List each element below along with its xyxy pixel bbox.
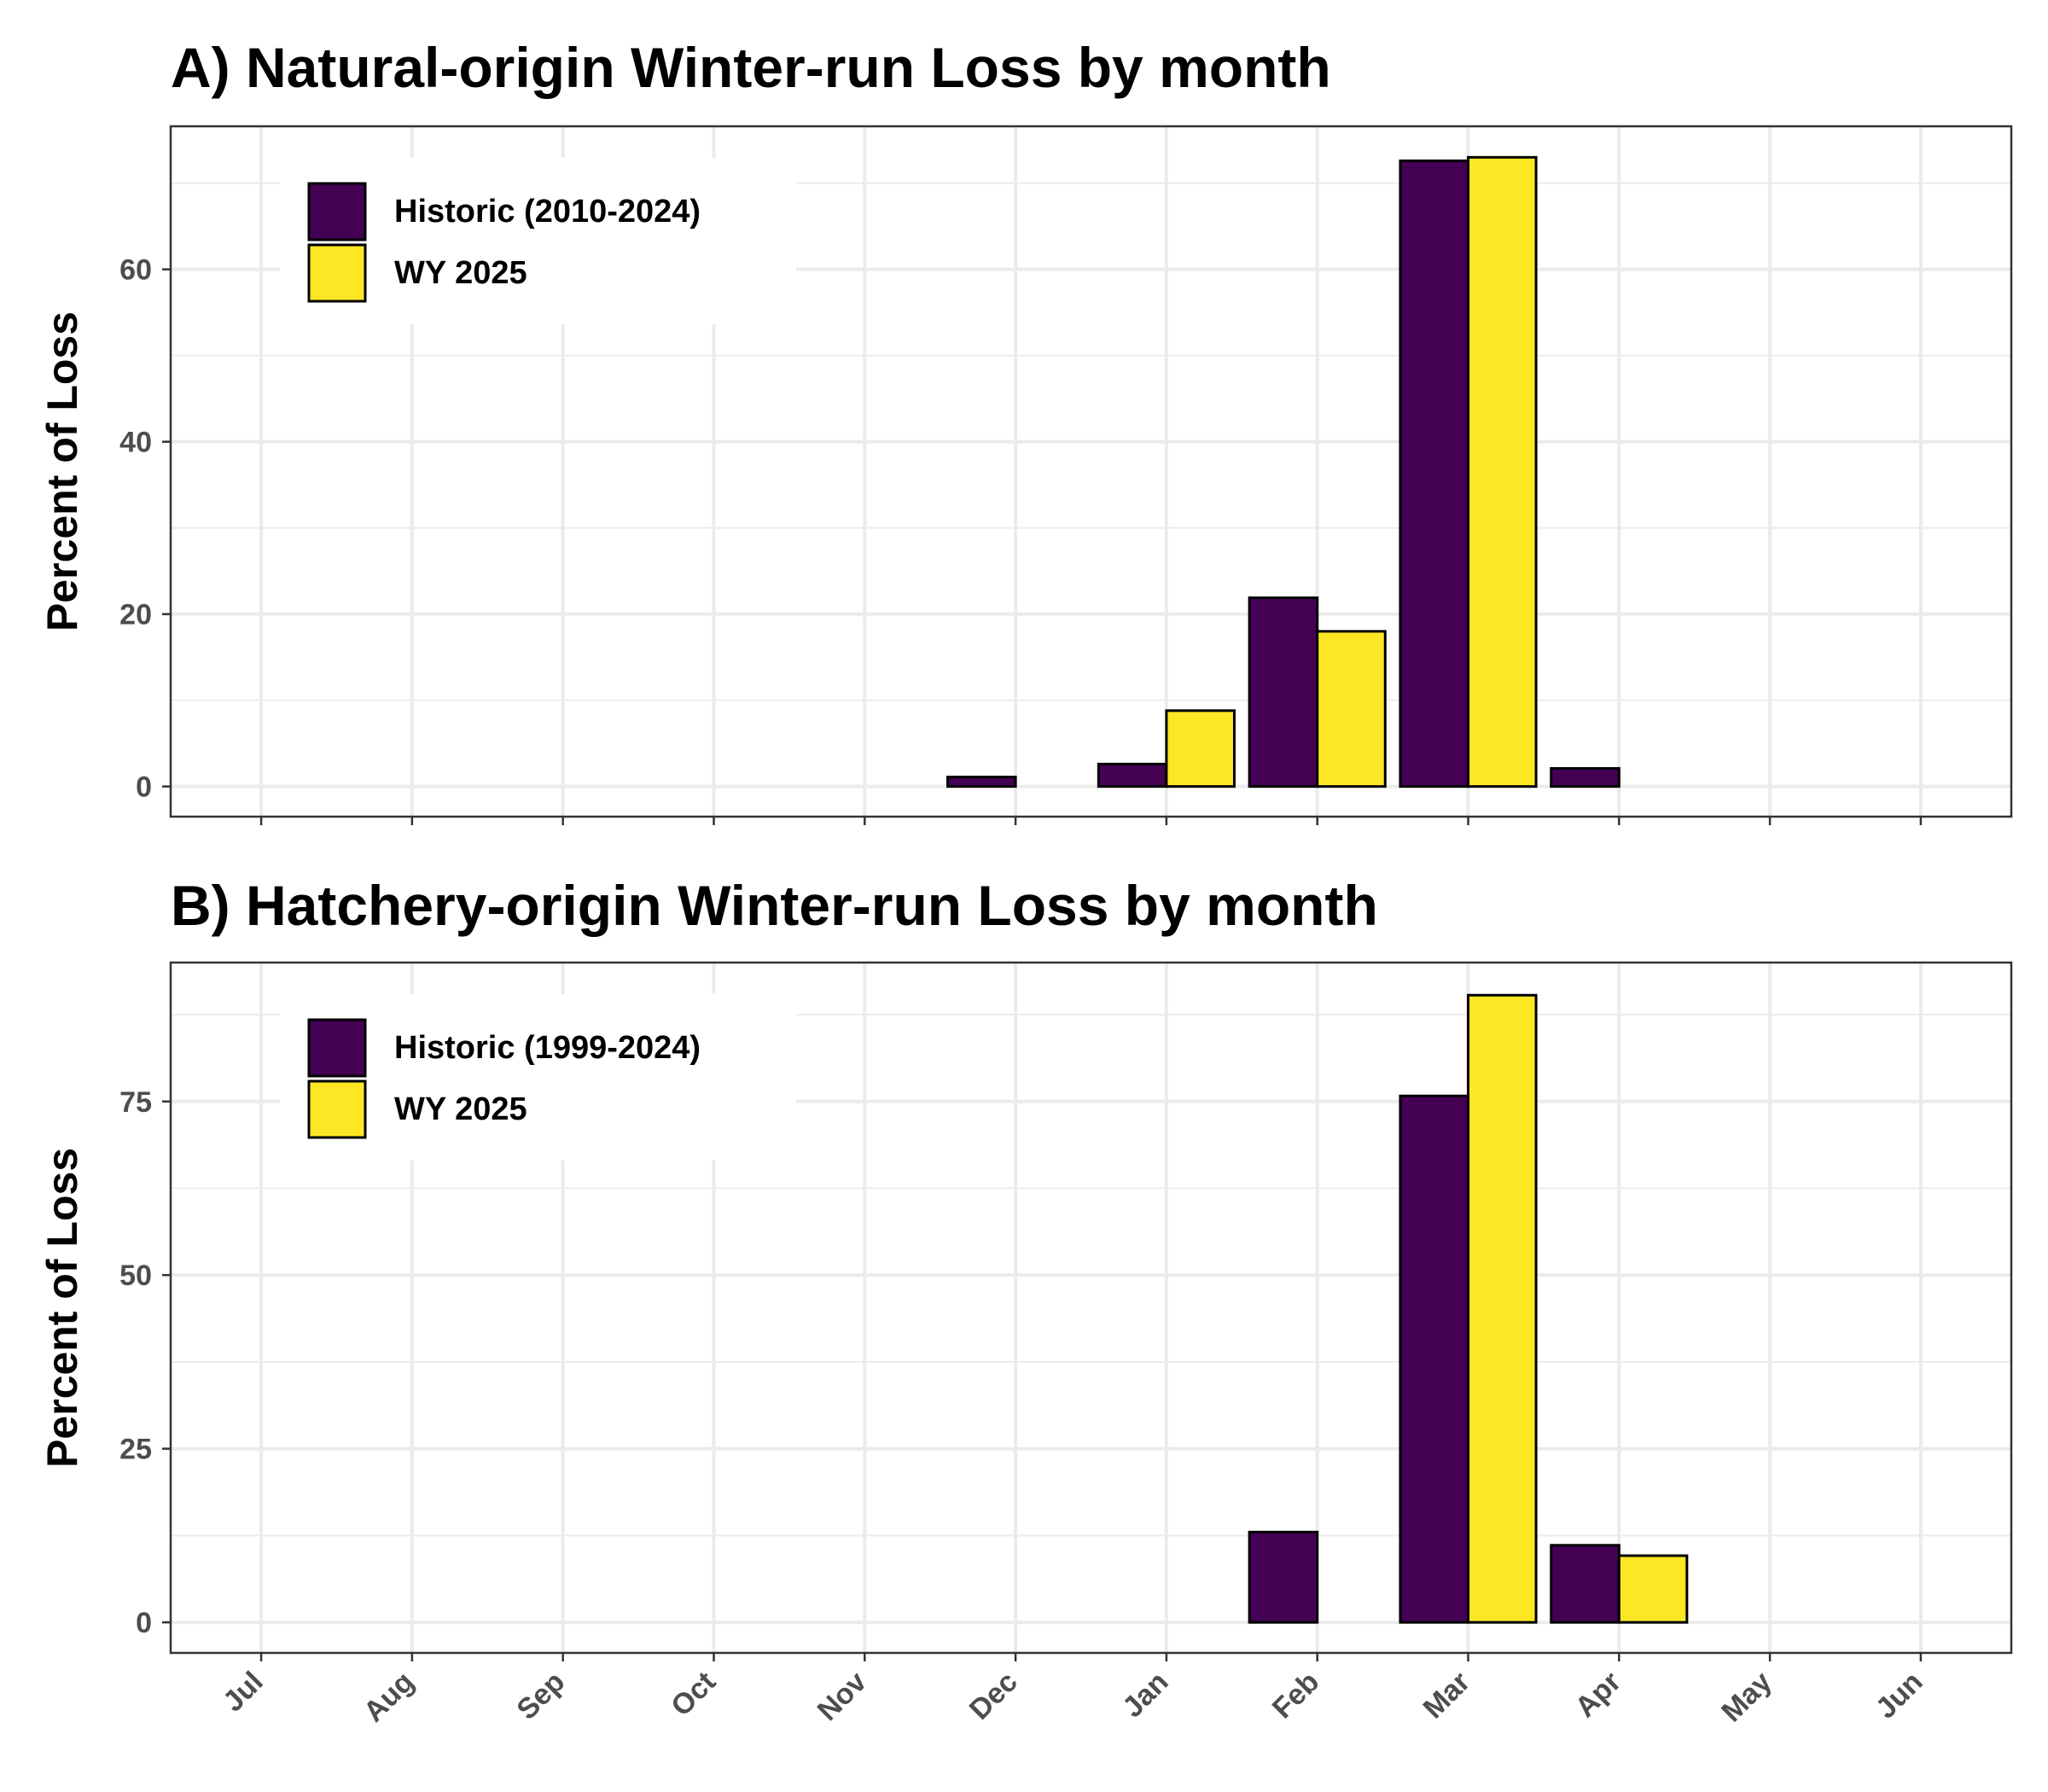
panel-a-y-tick-label: 20 [119, 599, 152, 631]
x-tick-label-apr: Apr [1569, 1666, 1627, 1724]
panel-a-legend-label-historic: Historic (2010-2024) [394, 194, 701, 230]
x-tick-label-aug: Aug [358, 1666, 421, 1729]
panel-b-bar-wy2025-mar [1467, 993, 1538, 1624]
x-tick-label-jul: Jul [217, 1666, 270, 1719]
x-tick-label-nov: Nov [812, 1666, 873, 1727]
panel-a-bar-historic-jan [1097, 762, 1168, 788]
panel-a-bar-historic-feb [1248, 596, 1319, 788]
x-tick-label-mar: Mar [1417, 1666, 1477, 1725]
panel-a-group: 0 20 40 60 Percent of Loss Historic (2010-202… [38, 125, 2013, 825]
panel-a-bar-wy2025-mar [1467, 155, 1538, 788]
panel-a-y-tick-label: 0 [136, 771, 152, 804]
x-tick-label-jun: Jun [1870, 1666, 1929, 1725]
panel-b-legend-key-wy2025 [307, 1079, 367, 1139]
panel-a-legend-label-wy2025: WY 2025 [394, 255, 527, 291]
panel-a-legend: Historic (2010-2024) WY 2025 [280, 158, 796, 324]
panel-a-legend-key-wy2025 [307, 243, 367, 303]
panel-b-y-tick-label: 75 [119, 1086, 152, 1119]
x-tick-label-feb: Feb [1266, 1666, 1326, 1725]
panel-b-legend: Historic (1999-2024) WY 2025 [280, 994, 796, 1161]
panel-a-y-tick-label: 40 [119, 427, 152, 459]
panel-b-group: 0 25 50 75 Percent of Loss Jul Aug Sep Oct Nov Dec… [38, 961, 2013, 1729]
panel-b-bar-wy2025-apr [1617, 1554, 1689, 1624]
panel-b-y-tick-label: 0 [136, 1607, 152, 1639]
panel-a-bar-wy2025-feb [1316, 630, 1387, 788]
panel-a-bar-wy2025-jan [1165, 709, 1236, 788]
panel-a-title: A) Natural-origin Winter-run Loss by mon… [171, 36, 1331, 99]
x-tick-label-oct: Oct [665, 1666, 722, 1723]
panel-b-y-axis-label: Percent of Loss [38, 1148, 86, 1468]
panel-b-bar-historic-feb [1248, 1530, 1319, 1624]
x-tick-label-sep: Sep [510, 1666, 571, 1726]
panel-b-y-tick-label: 50 [119, 1260, 152, 1292]
panel-a-y-tick-label: 60 [119, 254, 152, 287]
panel-b-legend-label-historic: Historic (1999-2024) [394, 1030, 701, 1066]
panel-b-legend-key-historic [307, 1018, 367, 1078]
panel-b-bar-historic-mar [1399, 1094, 1470, 1624]
panel-b-title: B) Hatchery-origin Winter-run Loss by mo… [171, 874, 1378, 937]
panel-a-bar-historic-apr [1550, 766, 1620, 788]
panel-b-bar-historic-apr [1550, 1544, 1620, 1624]
panel-a-y-axis-label: Percent of Loss [38, 311, 86, 631]
panel-b-legend-label-wy2025: WY 2025 [394, 1091, 527, 1127]
panel-a-bar-historic-dec [946, 776, 1017, 788]
x-tick-label-jan: Jan [1116, 1666, 1174, 1724]
panel-b-panel-border [169, 961, 2013, 1655]
x-tick-label-dec: Dec [963, 1666, 1024, 1726]
panel-a-bar-historic-mar [1399, 159, 1470, 788]
panel-a-legend-key-historic [307, 182, 367, 241]
panel-b-y-tick-label: 25 [119, 1434, 152, 1466]
x-tick-label-may: May [1715, 1666, 1778, 1729]
panel-a-panel-border [169, 125, 2013, 818]
